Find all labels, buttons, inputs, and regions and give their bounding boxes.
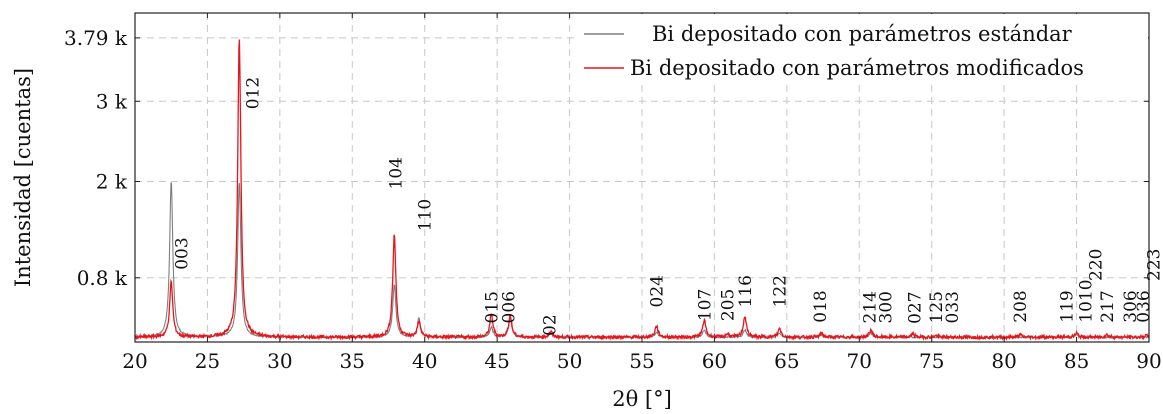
peak-label: 015 xyxy=(482,291,502,323)
x-tick-label: 50 xyxy=(557,349,582,373)
peak-label: 220 xyxy=(1086,249,1106,281)
legend-label-standard: Bi depositado con parámetros estándar xyxy=(652,22,1073,46)
peak-label: 036 xyxy=(1134,290,1154,322)
peak-label: 125 xyxy=(927,291,947,323)
peak-label: 306 xyxy=(1121,290,1141,322)
legend-background xyxy=(578,14,1148,84)
series-layer xyxy=(134,39,1150,342)
peak-label: 119 xyxy=(1057,290,1077,322)
peak-label: 205 xyxy=(719,289,739,321)
legend: Bi depositado con parámetros estándar Bi… xyxy=(578,14,1148,84)
x-tick-label: 55 xyxy=(629,349,654,373)
peak-label: 024 xyxy=(648,275,668,307)
x-tick-label: 45 xyxy=(484,349,509,373)
peak-label: 1010 xyxy=(1076,279,1096,322)
legend-label-modified: Bi depositado con parámetros modificados xyxy=(630,56,1084,80)
x-axis-title: 2θ [°] xyxy=(612,387,672,411)
x-tick-label: 80 xyxy=(991,349,1016,373)
peak-label: 223 xyxy=(1144,249,1163,281)
x-tick-label: 70 xyxy=(847,349,872,373)
x-tick-label: 90 xyxy=(1136,349,1161,373)
peak-label: 018 xyxy=(811,290,831,322)
peak-label: 122 xyxy=(771,275,791,307)
axis-ticks: 20 25 30 35 40 45 50 55 60 65 70 75 80 85 90 0.8 k 2 k 3 … xyxy=(64,13,1162,373)
peak-label: 003 xyxy=(172,237,192,269)
peak-label: 208 xyxy=(1011,290,1031,322)
x-tick-label: 75 xyxy=(919,349,944,373)
x-tick-label: 85 xyxy=(1064,349,1089,373)
x-tick-label: 20 xyxy=(122,349,147,373)
peak-label: 033 xyxy=(943,291,963,323)
y-tick-label: 3 k xyxy=(96,89,128,113)
x-tick-label: 65 xyxy=(774,349,799,373)
x-tick-label: 35 xyxy=(340,349,365,373)
x-tick-label: 25 xyxy=(195,349,220,373)
peak-label: 300 xyxy=(876,291,896,323)
y-axis-title: Intensidad [cuentas] xyxy=(11,68,35,287)
x-tick-label: 30 xyxy=(267,349,292,373)
y-tick-label: 3.79 k xyxy=(64,26,128,50)
peak-label: 012 xyxy=(243,77,263,109)
x-tick-label: 60 xyxy=(702,349,727,373)
peak-label: 027 xyxy=(905,291,925,323)
peak-label: 214 xyxy=(860,291,880,323)
y-tick-label: 0.8 k xyxy=(77,266,128,290)
y-tick-label: 2 k xyxy=(96,170,128,194)
peak-label: 104 xyxy=(387,157,407,189)
peak-label: 217 xyxy=(1098,290,1118,322)
peak-label: 02 xyxy=(540,314,560,336)
peak-label: 116 xyxy=(736,275,756,307)
series-line-modified xyxy=(134,39,1150,342)
peak-label: 107 xyxy=(695,289,715,321)
peak-label: 110 xyxy=(416,199,436,231)
x-tick-label: 40 xyxy=(412,349,437,373)
peak-label: 006 xyxy=(500,291,520,323)
